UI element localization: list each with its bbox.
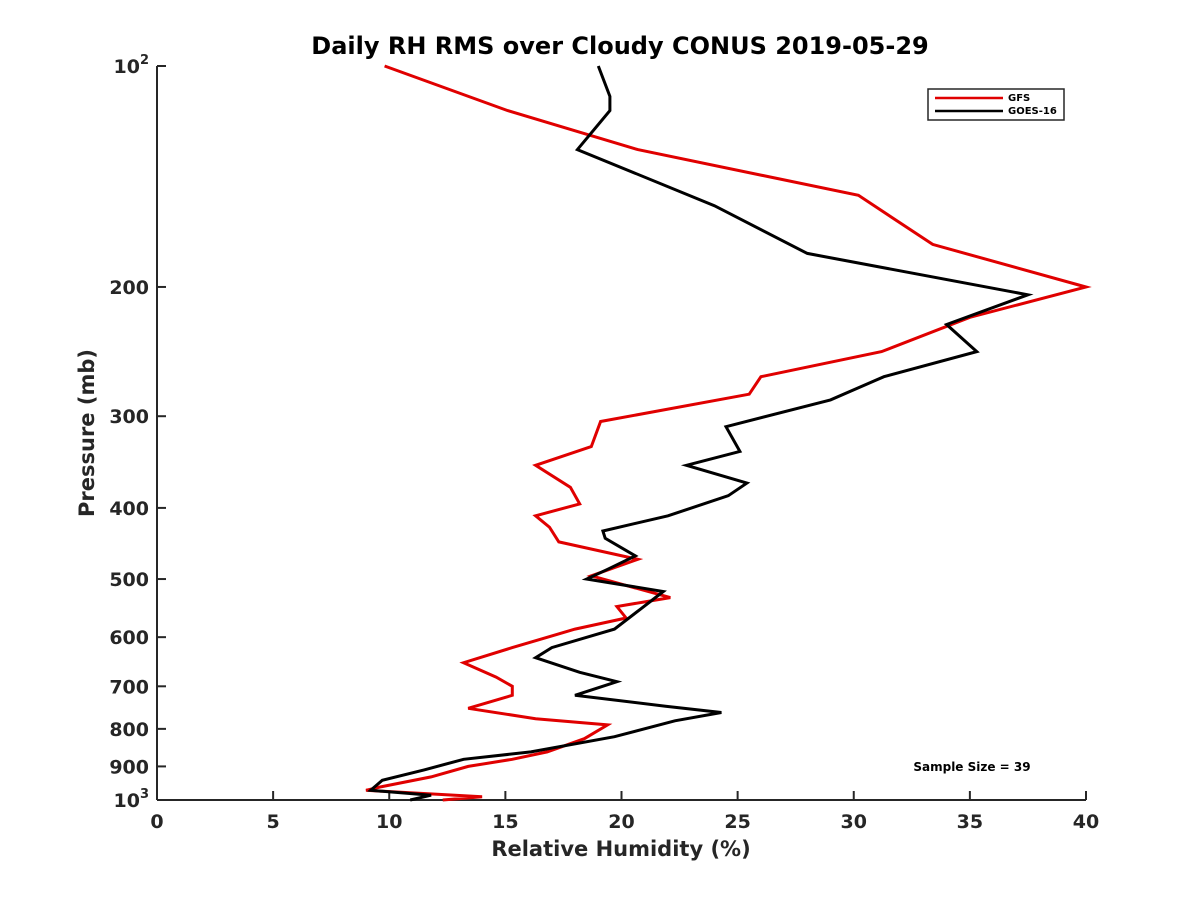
y-tick-label: 300 xyxy=(109,406,149,428)
x-axis-label: Relative Humidity (%) xyxy=(491,837,750,861)
y-tick-label: 102 xyxy=(114,53,150,78)
x-tick-label: 10 xyxy=(376,811,402,833)
x-tick-label: 0 xyxy=(150,811,163,833)
x-tick-label: 5 xyxy=(267,811,280,833)
legend: GFS GOES-16 xyxy=(927,88,1065,121)
y-tick-label: 700 xyxy=(109,676,149,698)
x-tick-label: 25 xyxy=(724,811,750,833)
x-tick-label: 15 xyxy=(492,811,518,833)
y-tick-label: 400 xyxy=(109,498,149,520)
series-lines xyxy=(365,64,1092,802)
legend-box xyxy=(927,88,1065,121)
y-tick-label: 800 xyxy=(109,719,149,741)
y-tick-label: 500 xyxy=(109,569,149,591)
y-tick-label: 103 xyxy=(114,787,150,812)
x-axis-ticks: 0 5 10 15 20 25 30 35 40 xyxy=(150,791,1099,833)
y-axis-label: Pressure (mb) xyxy=(75,349,99,517)
x-tick-label: 35 xyxy=(957,811,983,833)
series-line-goes16 xyxy=(367,65,1034,802)
legend-label-gfs: GFS xyxy=(1008,93,1030,104)
x-tick-label: 20 xyxy=(608,811,634,833)
series-line-gfs xyxy=(365,64,1092,802)
y-axis-ticks: 102 200 300 400 500 600 700 800 900 103 xyxy=(109,53,166,812)
x-tick-label: 30 xyxy=(841,811,867,833)
legend-label-goes16: GOES-16 xyxy=(1008,106,1057,117)
y-tick-label: 900 xyxy=(109,756,149,778)
x-tick-label: 40 xyxy=(1073,811,1099,833)
y-tick-label: 200 xyxy=(109,277,149,299)
y-tick-label: 600 xyxy=(109,627,149,649)
chart-title: Daily RH RMS over Cloudy CONUS 2019-05-2… xyxy=(311,32,928,60)
sample-size-annotation: Sample Size = 39 xyxy=(913,760,1030,774)
